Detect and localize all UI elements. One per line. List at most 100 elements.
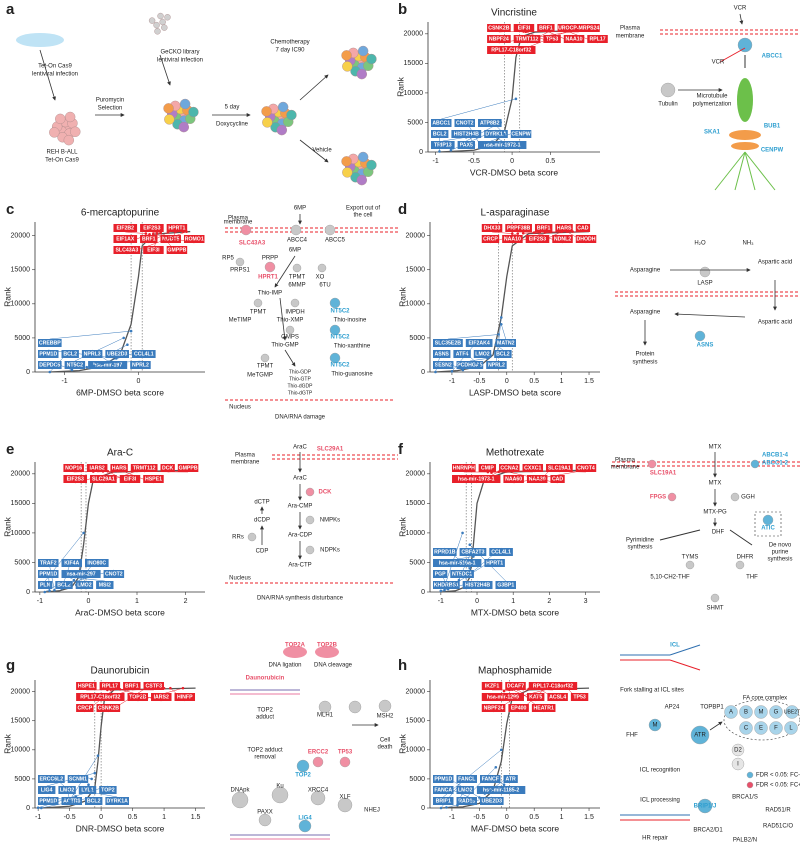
diagram-label: Ku — [276, 784, 283, 790]
gene-label: HPRT1 — [168, 226, 185, 232]
y-tick-label: 15000 — [406, 267, 426, 274]
hit-point — [533, 469, 537, 473]
y-tick-label: 10000 — [11, 530, 31, 537]
gene-label-box — [481, 704, 506, 712]
hit-point — [472, 143, 476, 147]
hit-point — [39, 806, 43, 810]
diagram-label: NH₃ — [742, 241, 754, 247]
hit-point — [461, 531, 464, 535]
hit-point — [159, 231, 162, 235]
cell — [341, 156, 352, 167]
diagram-label: Nucleus — [229, 576, 251, 582]
gene-label: NT5C2 — [67, 363, 84, 369]
gene-label-box — [487, 46, 536, 54]
diagram-label: Selection — [98, 106, 123, 112]
hit-point — [549, 687, 552, 690]
cell — [164, 114, 175, 125]
gene-label-box — [81, 350, 103, 358]
gene-label-box — [96, 704, 121, 712]
gene-label-box — [38, 786, 56, 794]
gene-label-box — [63, 475, 88, 483]
gene-label: RPL17-C18orf32 — [80, 695, 120, 701]
diagram-node — [260, 353, 270, 363]
gene-label-box — [433, 361, 454, 369]
chart-title: 6-mercaptopurine — [81, 208, 160, 219]
chart-title: L-asparaginase — [481, 208, 550, 219]
diagram-label: TPMT — [250, 310, 267, 316]
diagram-node — [754, 705, 768, 719]
gene-label: ATF4 — [456, 352, 469, 358]
diagram-label: HPRT1 — [258, 275, 278, 281]
diagram-node — [667, 492, 677, 502]
leader-line — [501, 324, 506, 340]
diagram-label: lentiviral infection — [32, 72, 78, 78]
diagram-node — [290, 224, 302, 236]
gene-label-box — [453, 350, 471, 358]
gene-label: RPL17-C18orf32 — [491, 48, 531, 54]
gene-label-box — [502, 235, 523, 243]
hit-point — [549, 29, 552, 33]
hit-point — [72, 578, 76, 582]
y-tick-label: 5000 — [14, 776, 30, 783]
hit-point — [87, 783, 90, 787]
diagram-arrow — [674, 312, 746, 318]
diagram-label: M — [653, 723, 658, 729]
diagram-label: ICL recognition — [640, 768, 680, 774]
chart-title: Vincristine — [491, 8, 537, 19]
cell — [159, 18, 166, 26]
diagram-label: De novo — [769, 543, 792, 549]
diagram-label: C — [744, 726, 749, 732]
gene-label-box — [557, 24, 600, 32]
diagram-arrow — [299, 74, 329, 101]
diagram-label: G — [774, 710, 779, 716]
hit-point — [185, 230, 188, 233]
gene-label: CNOT4 — [577, 466, 595, 472]
gene-label: SLC19A1 — [548, 466, 571, 472]
diagram-label: adduct — [256, 715, 274, 721]
gene-label-box — [473, 350, 492, 358]
diagram-label: TYMS — [682, 555, 699, 561]
diagram-label: Microtubule — [696, 94, 728, 100]
y-tick-label: 10000 — [406, 530, 426, 537]
diagram-node — [750, 459, 760, 469]
cell — [277, 101, 289, 113]
gene-label-box — [431, 130, 449, 138]
hit-point — [579, 29, 583, 32]
diagram-line — [734, 151, 746, 191]
diagram-line — [744, 151, 776, 191]
gene-label-box — [486, 361, 507, 369]
diagram-label: RRs — [232, 535, 244, 541]
gene-label: CNOT2 — [456, 121, 474, 127]
gene-label-box — [478, 141, 527, 149]
y-axis-label: Rank — [2, 516, 12, 537]
x-tick-label: 1 — [560, 378, 564, 385]
gene-label: hsa-mir-1973-1 — [458, 477, 495, 483]
y-tick-label: 5000 — [409, 335, 425, 342]
diagram-label: FDR < 0.05: FC+ — [756, 783, 800, 789]
gene-label-box — [38, 570, 59, 578]
diagram-label: Ara-CMP — [288, 504, 313, 510]
hit-point — [439, 806, 443, 810]
gene-label: DYRK1A — [485, 132, 507, 138]
y-tick-label: 0 — [26, 369, 30, 376]
gene-label-box — [484, 130, 508, 138]
gene-label-box — [570, 693, 589, 701]
gene-label: TOP2 — [101, 788, 115, 794]
diagram-node — [735, 560, 745, 570]
gene-label: HIST2H4B — [465, 583, 490, 589]
diagram-label: THF — [746, 575, 758, 581]
gene-label-box — [78, 786, 97, 794]
y-tick-label: 5000 — [14, 559, 30, 566]
leader-line — [469, 358, 488, 362]
gene-label-box — [531, 704, 556, 712]
diagram-node — [784, 721, 798, 735]
gene-label-box — [526, 475, 548, 483]
diagram-node — [737, 37, 753, 53]
diagram-label: Thio-inosine — [334, 318, 367, 324]
diagram-node — [240, 224, 252, 236]
gene-label-box — [431, 141, 455, 149]
diagram-label: Thio-dGDP — [287, 383, 313, 389]
cell — [163, 103, 174, 114]
diagram-node — [290, 298, 300, 308]
gene-label: NPRL2 — [488, 363, 505, 369]
